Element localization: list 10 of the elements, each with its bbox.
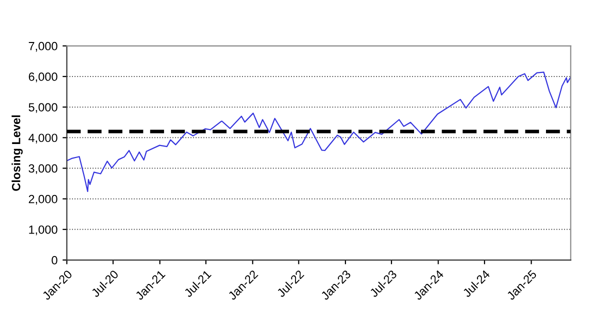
y-tick-label: 1,000 [29,225,58,236]
y-tick-label: 4,000 [28,134,58,144]
y-axis-title: Closing Level [12,115,23,191]
y-tick-label: 7,000 [28,42,58,52]
y-tick-label: 0 [52,256,58,264]
y-tick-label: 3,000 [28,164,58,174]
y-tick-label: 6,000 [28,72,58,82]
y-tick-label: 5,000 [28,103,58,113]
y-tick-label: 2,000 [28,194,58,205]
line-series [66,72,571,192]
